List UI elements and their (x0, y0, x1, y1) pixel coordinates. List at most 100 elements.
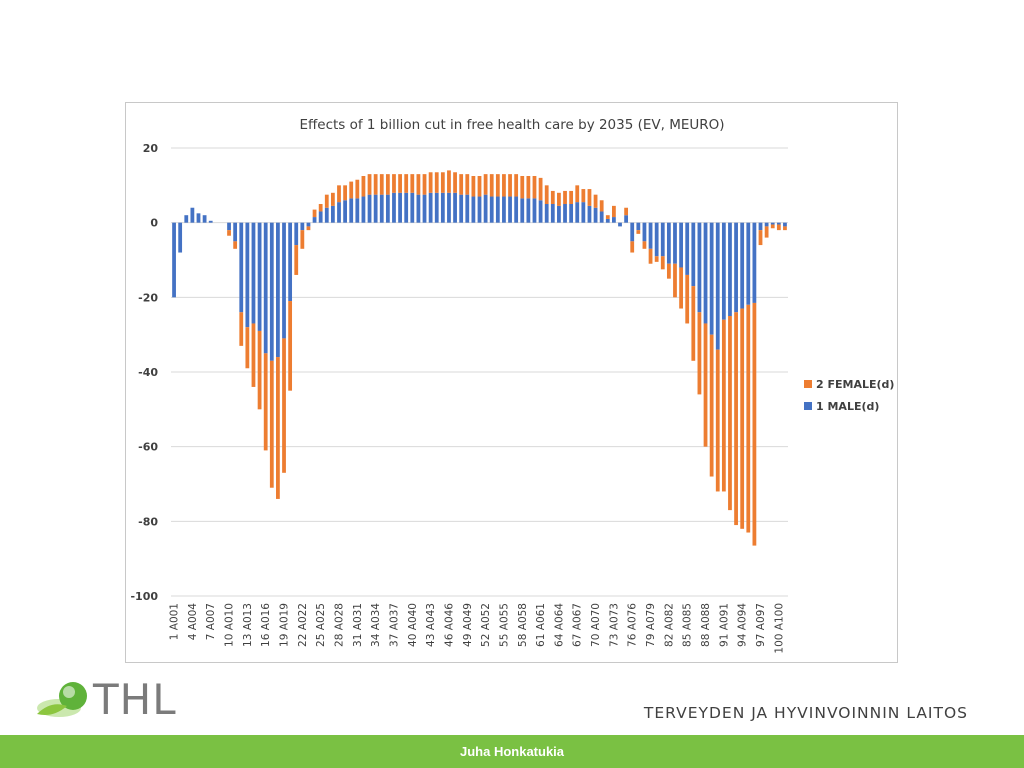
x-tick-label: 19 A019 (279, 603, 291, 647)
x-tick-label: 67 A067 (572, 603, 584, 647)
y-tick-label: 0 (150, 217, 158, 230)
bar-female (263, 353, 268, 451)
bar-female (666, 263, 671, 279)
x-tick-label: 37 A037 (388, 603, 400, 647)
bar-male (361, 196, 366, 223)
bar-female (410, 174, 415, 193)
bar-female (459, 174, 464, 195)
x-tick-label: 46 A046 (443, 603, 455, 647)
bar-male (746, 222, 751, 305)
bar-female (416, 174, 421, 195)
bar-female (276, 357, 280, 499)
bar-female (764, 226, 769, 238)
bar-male (483, 194, 488, 223)
bar-female (404, 174, 409, 193)
bar-male (416, 194, 421, 223)
thl-logo (33, 678, 183, 724)
x-tick-label: 100 A100 (773, 603, 785, 654)
bar-female (605, 215, 610, 219)
bar-male (544, 204, 549, 223)
bar-female (343, 185, 347, 201)
x-tick-label: 34 A034 (370, 603, 382, 647)
bar-female (306, 226, 311, 231)
bar-male (227, 222, 231, 231)
bar-female (471, 176, 476, 197)
bar-male (257, 222, 262, 331)
chart-container: Effects of 1 billion cut in free health … (125, 102, 898, 663)
x-tick-label: 13 A013 (242, 603, 254, 647)
bar-male (196, 213, 201, 223)
bar-male (263, 222, 268, 354)
bar-female (373, 174, 378, 195)
bar-female (721, 319, 726, 492)
bar-male (734, 222, 738, 313)
bar-male (202, 215, 207, 223)
bar-female (251, 323, 256, 387)
bar-female (770, 224, 775, 229)
bar-male (495, 196, 500, 223)
y-tick-label: -20 (138, 291, 158, 304)
bar-female (740, 308, 745, 529)
bar-male (752, 222, 757, 303)
x-tick-label: 85 A085 (682, 603, 694, 647)
bar-female (691, 286, 696, 361)
y-tick-label: 20 (143, 142, 159, 155)
bar-male (569, 204, 574, 223)
bar-female (654, 256, 659, 262)
bar-male (489, 196, 494, 223)
x-tick-label: 61 A061 (535, 603, 547, 647)
bar-male (172, 222, 176, 298)
bar-female (385, 174, 390, 195)
bar-male (465, 194, 470, 223)
bar-female (599, 200, 604, 212)
bar-male (428, 192, 433, 223)
bar-female (783, 226, 787, 231)
bar-female (557, 192, 561, 206)
bar-male (703, 222, 708, 324)
bar-male (440, 192, 445, 223)
bar-male (343, 200, 347, 223)
x-tick-label: 73 A073 (608, 603, 620, 647)
bar-male (410, 192, 415, 223)
bar-female (269, 360, 274, 488)
chart-svg: Effects of 1 billion cut in free health … (130, 117, 894, 654)
bar-female (300, 230, 305, 249)
bar-female (294, 245, 299, 275)
bar-male (184, 215, 189, 223)
author-name: Juha Honkatukia (459, 744, 565, 759)
bar-male (642, 222, 647, 242)
bar-female (685, 274, 690, 324)
bar-female (630, 241, 635, 253)
bar-male (208, 220, 213, 223)
bar-male (459, 194, 464, 223)
bar-female (349, 181, 354, 199)
bar-female (715, 349, 720, 492)
bar-female (282, 338, 286, 473)
x-tick-label: 70 A070 (590, 603, 602, 647)
bar-female (752, 302, 757, 546)
bar-female (660, 256, 665, 270)
x-tick-label: 97 A097 (755, 603, 767, 647)
bar-female (728, 316, 732, 511)
x-tick-label: 49 A049 (462, 603, 474, 647)
bar-male (447, 192, 451, 223)
bar-female (703, 323, 708, 447)
bar-male (666, 222, 671, 264)
legend-label: 2 FEMALE(d) (816, 378, 894, 391)
bar-female (227, 230, 231, 236)
bar-male (783, 222, 787, 227)
bar-male (367, 194, 372, 223)
bar-male (269, 222, 274, 361)
bar-female (587, 189, 592, 206)
x-tick-label: 58 A058 (517, 603, 529, 647)
bar-male (709, 222, 714, 335)
bar-female (758, 230, 763, 246)
bar-male (324, 207, 329, 223)
bar-female (544, 185, 549, 204)
bar-female (709, 334, 714, 477)
bar-male (520, 198, 525, 223)
gridlines (171, 147, 788, 597)
bar-male (434, 192, 439, 223)
bar-male (605, 218, 610, 223)
bar-male (728, 222, 732, 316)
